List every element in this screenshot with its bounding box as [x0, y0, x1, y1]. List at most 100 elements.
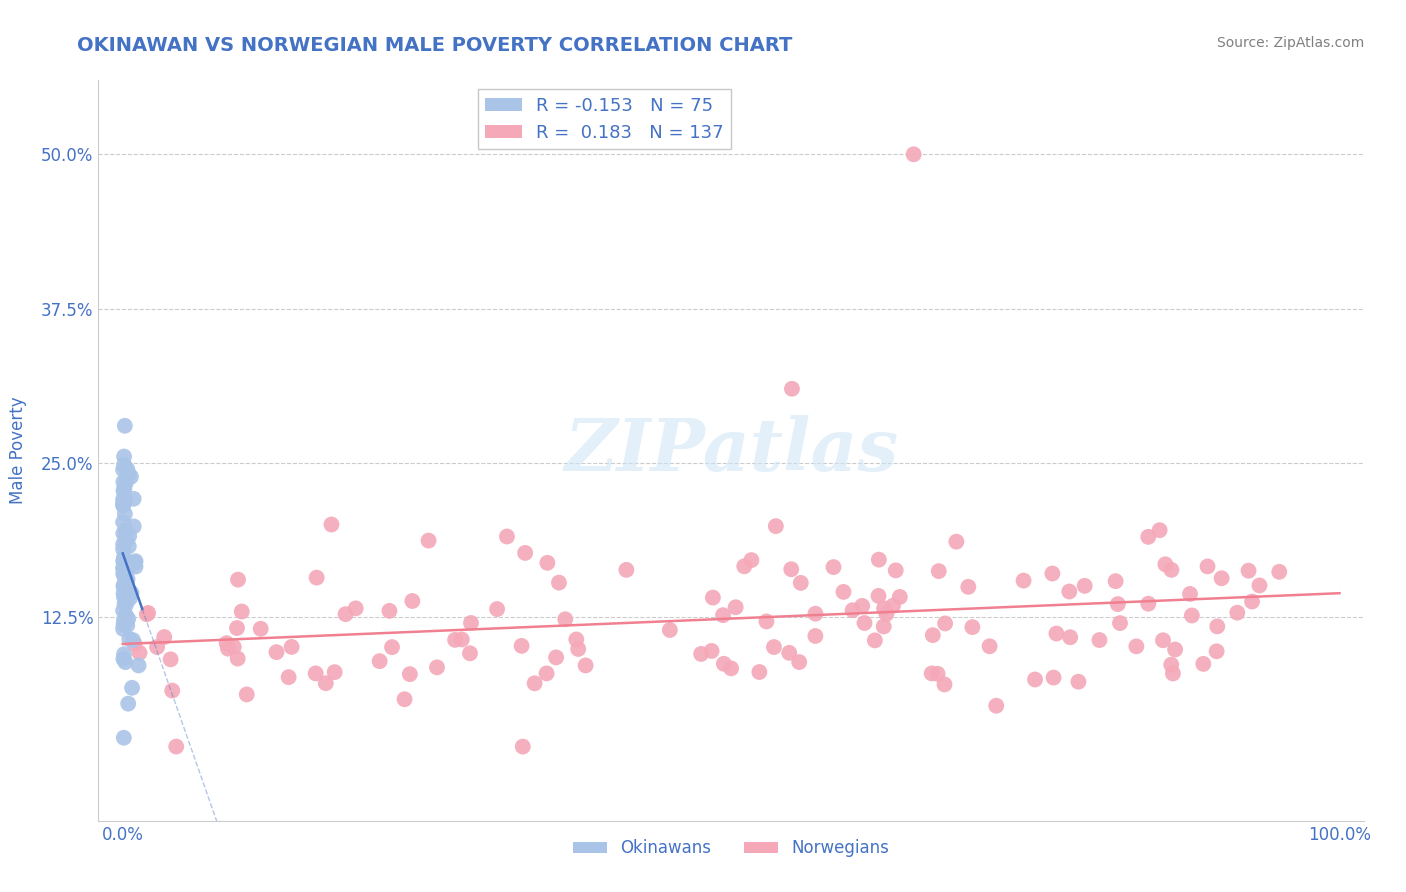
Point	[115, 557, 138, 571]
Point	[266, 645, 288, 659]
Point	[1226, 606, 1249, 620]
Point	[112, 450, 135, 464]
Point	[1178, 587, 1201, 601]
Point	[112, 550, 135, 565]
Point	[1012, 574, 1035, 588]
Point	[112, 496, 135, 510]
Point	[117, 618, 139, 632]
Point	[873, 619, 896, 633]
Point	[114, 574, 136, 588]
Point	[378, 604, 401, 618]
Point	[986, 698, 1008, 713]
Point	[486, 602, 509, 616]
Point	[713, 657, 735, 671]
Point	[616, 563, 638, 577]
Point	[733, 559, 755, 574]
Point	[112, 731, 135, 745]
Point	[1104, 574, 1126, 589]
Point	[512, 739, 534, 754]
Point	[112, 463, 135, 477]
Point	[787, 655, 810, 669]
Point	[114, 655, 136, 669]
Point	[536, 666, 558, 681]
Point	[554, 612, 576, 626]
Point	[124, 556, 146, 570]
Point	[496, 529, 519, 543]
Text: OKINAWAN VS NORWEGIAN MALE POVERTY CORRELATION CHART: OKINAWAN VS NORWEGIAN MALE POVERTY CORRE…	[77, 36, 793, 54]
Point	[790, 575, 813, 590]
Point	[115, 462, 138, 476]
Point	[804, 629, 827, 643]
Text: Source: ZipAtlas.com: Source: ZipAtlas.com	[1216, 36, 1364, 50]
Point	[1249, 578, 1271, 592]
Point	[1154, 558, 1177, 572]
Point	[700, 644, 723, 658]
Point	[114, 531, 136, 545]
Point	[1073, 579, 1095, 593]
Point	[112, 526, 135, 541]
Point	[546, 650, 568, 665]
Point	[873, 601, 896, 615]
Point	[740, 553, 762, 567]
Point	[934, 677, 956, 691]
Point	[875, 607, 897, 621]
Point	[418, 533, 440, 548]
Point	[115, 569, 138, 583]
Point	[1164, 642, 1187, 657]
Point	[146, 640, 169, 654]
Point	[515, 546, 537, 560]
Point	[112, 561, 135, 575]
Point	[934, 616, 956, 631]
Point	[315, 676, 337, 690]
Point	[1197, 559, 1219, 574]
Point	[1059, 630, 1081, 644]
Point	[851, 599, 873, 613]
Point	[567, 642, 589, 657]
Point	[962, 620, 984, 634]
Point	[444, 632, 467, 647]
Point	[120, 591, 142, 605]
Point	[853, 615, 876, 630]
Point	[124, 559, 146, 574]
Point	[114, 507, 136, 521]
Point	[112, 569, 135, 583]
Point	[165, 739, 187, 754]
Point	[112, 603, 135, 617]
Point	[1042, 671, 1064, 685]
Point	[1206, 619, 1229, 633]
Point	[112, 555, 135, 569]
Point	[548, 575, 571, 590]
Point	[1161, 666, 1184, 681]
Point	[114, 418, 136, 433]
Point	[112, 652, 135, 666]
Point	[217, 641, 239, 656]
Point	[112, 647, 135, 661]
Point	[222, 640, 245, 654]
Point	[1109, 616, 1132, 631]
Point	[1160, 657, 1182, 672]
Point	[117, 558, 139, 573]
Point	[841, 603, 863, 617]
Point	[690, 647, 713, 661]
Point	[226, 621, 249, 635]
Point	[804, 607, 827, 621]
Y-axis label: Male Poverty: Male Poverty	[8, 397, 27, 504]
Point	[115, 578, 138, 592]
Point	[121, 681, 143, 695]
Point	[124, 554, 146, 568]
Point	[117, 572, 139, 586]
Point	[115, 598, 138, 612]
Point	[523, 676, 546, 690]
Point	[1205, 644, 1227, 658]
Point	[114, 578, 136, 592]
Point	[321, 517, 343, 532]
Point	[399, 667, 422, 681]
Point	[118, 539, 141, 553]
Point	[112, 578, 135, 592]
Point	[884, 563, 907, 577]
Point	[122, 633, 145, 648]
Point	[122, 491, 145, 506]
Point	[112, 483, 135, 498]
Point	[762, 640, 785, 654]
Point	[778, 646, 800, 660]
